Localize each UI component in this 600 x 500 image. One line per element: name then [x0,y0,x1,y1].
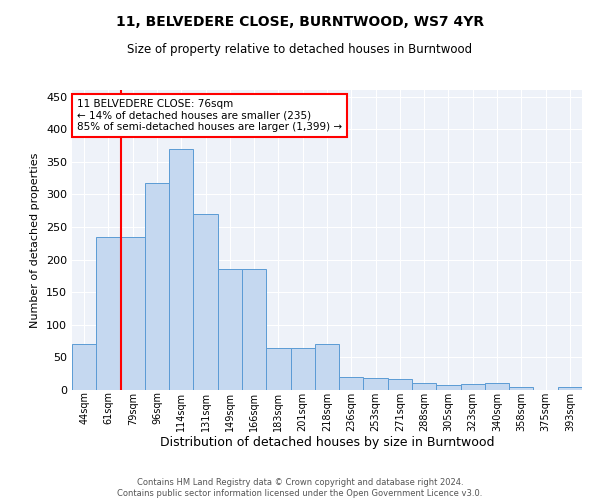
Bar [121,236,145,390]
Text: 11, BELVEDERE CLOSE, BURNTWOOD, WS7 4YR: 11, BELVEDERE CLOSE, BURNTWOOD, WS7 4YR [116,15,484,29]
Bar [485,384,509,390]
Text: Contains HM Land Registry data © Crown copyright and database right 2024.
Contai: Contains HM Land Registry data © Crown c… [118,478,482,498]
Bar [388,379,412,390]
Bar [364,378,388,390]
Y-axis label: Number of detached properties: Number of detached properties [31,152,40,328]
Bar [242,270,266,390]
Bar [169,148,193,390]
Bar [266,348,290,390]
Text: Size of property relative to detached houses in Burntwood: Size of property relative to detached ho… [127,42,473,56]
Bar [218,270,242,390]
Bar [96,236,121,390]
Bar [461,384,485,390]
Bar [436,386,461,390]
Bar [193,214,218,390]
Bar [290,348,315,390]
Bar [145,182,169,390]
Bar [509,386,533,390]
X-axis label: Distribution of detached houses by size in Burntwood: Distribution of detached houses by size … [160,436,494,450]
Text: 11 BELVEDERE CLOSE: 76sqm
← 14% of detached houses are smaller (235)
85% of semi: 11 BELVEDERE CLOSE: 76sqm ← 14% of detac… [77,99,342,132]
Bar [412,384,436,390]
Bar [558,388,582,390]
Bar [339,377,364,390]
Bar [315,344,339,390]
Bar [72,344,96,390]
